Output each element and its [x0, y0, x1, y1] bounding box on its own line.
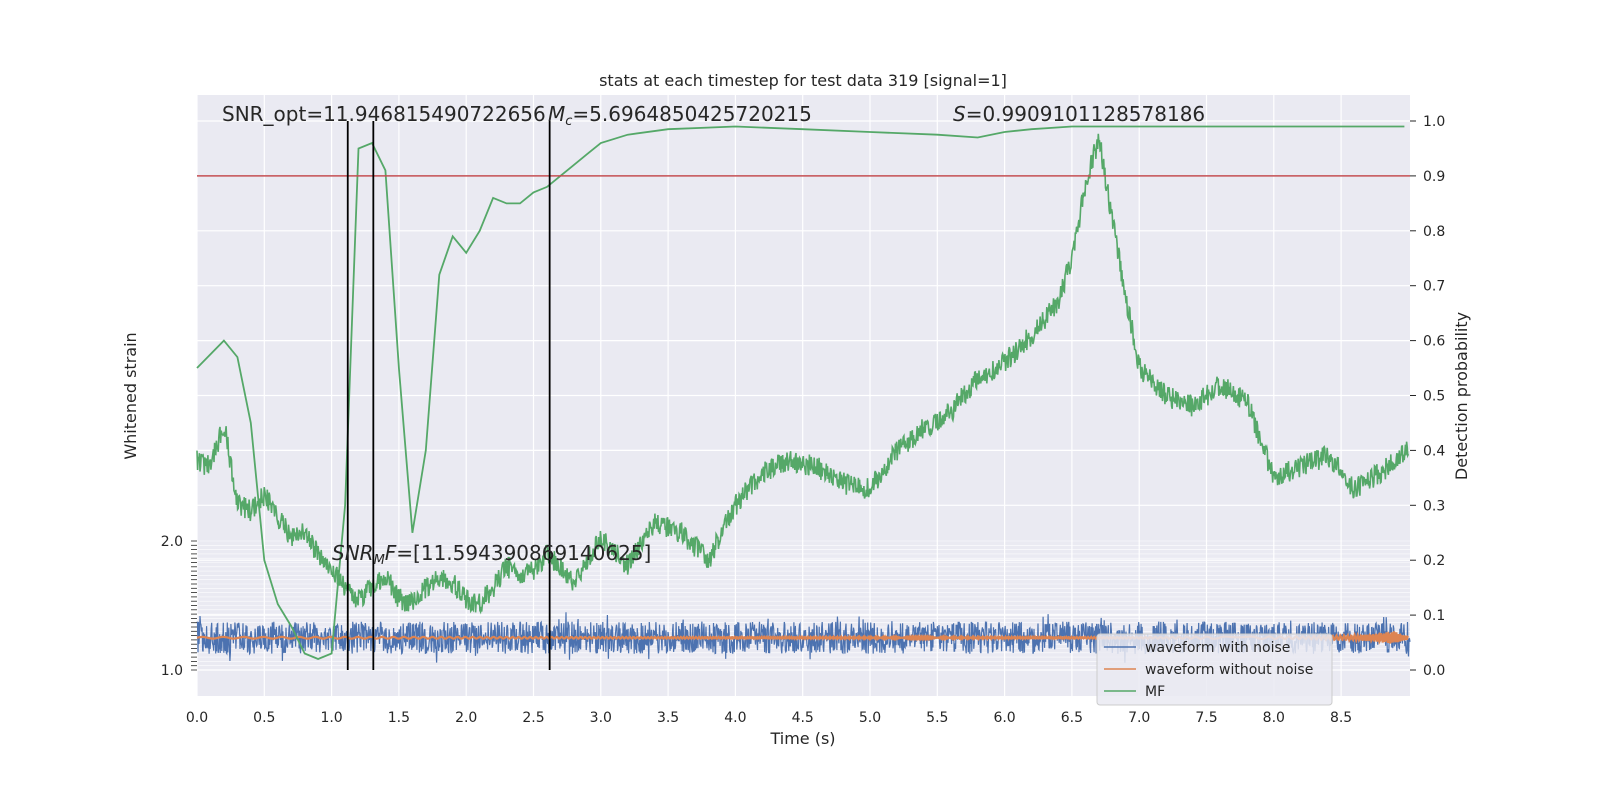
x-tick-label: 1.0 [320, 710, 342, 726]
x-axis-label: Time (s) [769, 729, 835, 748]
x-tick-label: 3.0 [590, 710, 612, 726]
annotation-s-symbol: S [953, 102, 966, 126]
annotation-s: S=0.9909101128578186 [953, 102, 1205, 126]
right-tick-label: 0.4 [1423, 443, 1445, 459]
annotation-snr-mf-value: =[11.594390869140625] [396, 541, 651, 565]
right-tick-label: 0.9 [1423, 169, 1445, 185]
x-tick-label: 7.0 [1128, 710, 1150, 726]
annotation-snr-opt: SNR_opt=11.946815490722656 [222, 102, 546, 126]
annotation-mc-symbol: M [548, 102, 565, 126]
legend-label-clean: waveform without noise [1145, 662, 1313, 678]
noisy-probability-line [196, 133, 1410, 615]
left-tick-label: 2.0 [161, 534, 183, 550]
x-tick-label: 1.5 [388, 710, 410, 726]
left-tick-label: 1.0 [161, 663, 183, 679]
legend-box [1096, 633, 1333, 706]
right-tick-label: 0.8 [1423, 224, 1445, 240]
right-tick-label: 0.3 [1423, 498, 1445, 514]
x-tick-label: 8.5 [1330, 710, 1352, 726]
x-tick-label: 4.5 [792, 710, 814, 726]
mf-line [196, 125, 1405, 660]
annotation-snr-mf: SNRMF=[11.594390869140625] [332, 541, 651, 568]
x-tick-label: 5.5 [926, 710, 948, 726]
mf-layer [196, 125, 1405, 660]
right-tick-label: 0.2 [1423, 553, 1445, 569]
x-tick-label: 4.0 [724, 710, 746, 726]
x-tick-label: 2.0 [455, 710, 477, 726]
right-tick-label: 0.1 [1423, 608, 1445, 624]
annotation-mc-value: =5.6964850425720215 [572, 102, 811, 126]
right-tick-label: 0.0 [1423, 663, 1445, 679]
left-tick-labels: 2.0 1.0 [161, 534, 197, 679]
annotation-snr-mf-a: SNR [332, 541, 374, 565]
noisy-probability-layer [196, 133, 1410, 615]
x-tick-labels: 0.0 0.5 1.0 1.5 2.0 2.5 3.0 3.5 4.0 4.5 5.0 5.5 6.0 6… [186, 710, 1352, 726]
x-tick-label: 5.0 [859, 710, 881, 726]
right-tick-label: 0.7 [1423, 279, 1445, 295]
vertical-markers [346, 121, 551, 670]
right-tick-label: 1.0 [1423, 114, 1445, 130]
x-tick-label: 6.0 [993, 710, 1015, 726]
x-tick-label: 0.5 [253, 710, 275, 726]
x-tick-label: 0.0 [186, 710, 208, 726]
right-tick-label: 0.5 [1423, 389, 1445, 405]
annotation-s-value: =0.9909101128578186 [966, 102, 1205, 126]
legend-label-mf: MF [1145, 684, 1165, 700]
right-tick-label: 0.6 [1423, 334, 1445, 350]
x-tick-label: 3.5 [657, 710, 679, 726]
y-axis-label-right: Detection probability [1452, 312, 1471, 480]
annotation-snr-mf-b: F [385, 541, 397, 565]
right-tick-labels: 0.0 0.1 0.2 0.3 0.4 0.5 0.6 0.7 0.8 0.9 1.0 [1410, 114, 1445, 679]
x-tick-label: 6.5 [1061, 710, 1083, 726]
x-tick-label: 8.0 [1263, 710, 1285, 726]
x-tick-label: 2.5 [522, 710, 544, 726]
legend-label-noise: waveform with noise [1145, 640, 1290, 656]
annotation-mc-sub: c [565, 114, 572, 129]
y-axis-label-left: Whitened strain [121, 332, 140, 459]
legend: waveform with noise waveform without noi… [1096, 633, 1333, 706]
chart-title: stats at each timestep for test data 319… [599, 71, 1007, 90]
annotation-snr-mf-sub: M [374, 553, 385, 568]
x-tick-label: 7.5 [1195, 710, 1217, 726]
annotation-mc: Mc=5.6964850425720215 [548, 102, 812, 129]
